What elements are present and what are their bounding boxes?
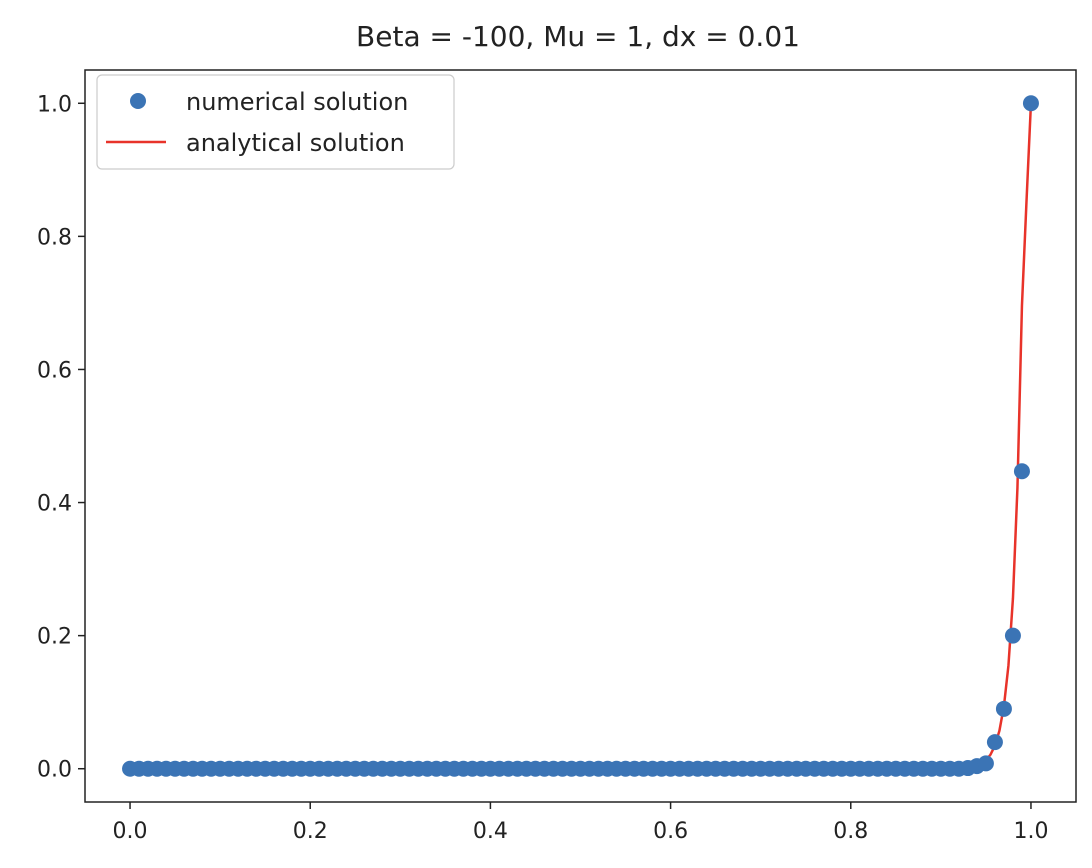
analytical-line bbox=[130, 103, 1033, 770]
x-tick-label: 0.2 bbox=[293, 819, 328, 844]
numerical-point bbox=[1013, 463, 1030, 480]
plot-frame bbox=[84, 69, 1077, 803]
legend-label-analytical: analytical solution bbox=[186, 129, 405, 157]
numerical-point bbox=[1022, 95, 1039, 112]
y-tick-label: 0.8 bbox=[37, 225, 72, 250]
legend-box bbox=[96, 74, 455, 170]
numerical-point bbox=[1004, 627, 1021, 644]
x-tick-label: 0.8 bbox=[833, 819, 868, 844]
numerical-point bbox=[977, 755, 994, 772]
numerical-solution-series bbox=[122, 95, 1039, 777]
numerical-point bbox=[995, 700, 1012, 717]
x-tick-label: 0.0 bbox=[113, 819, 148, 844]
numerical-point bbox=[986, 734, 1003, 751]
y-tick-label: 0.0 bbox=[37, 758, 72, 783]
y-tick-label: 0.2 bbox=[37, 625, 72, 650]
legend-label-numerical: numerical solution bbox=[186, 88, 408, 116]
chart-title: Beta = -100, Mu = 1, dx = 0.01 bbox=[356, 20, 800, 53]
legend-marker-numerical bbox=[130, 93, 146, 109]
y-tick-label: 0.6 bbox=[37, 358, 72, 383]
y-tick-label: 0.4 bbox=[37, 492, 72, 517]
x-tick-label: 0.6 bbox=[653, 819, 688, 844]
x-tick-label: 1.0 bbox=[1013, 819, 1048, 844]
axes: 0.0 0.2 0.4 0.6 0.8 1.0 0.0 0.2 0.4 0.6 0.8 1.0 bbox=[37, 69, 1077, 844]
legend: numerical solution analytical solution bbox=[96, 74, 455, 170]
y-tick-label: 1.0 bbox=[37, 92, 72, 117]
analytical-solution-series bbox=[130, 103, 1033, 770]
x-tick-label: 0.4 bbox=[473, 819, 508, 844]
